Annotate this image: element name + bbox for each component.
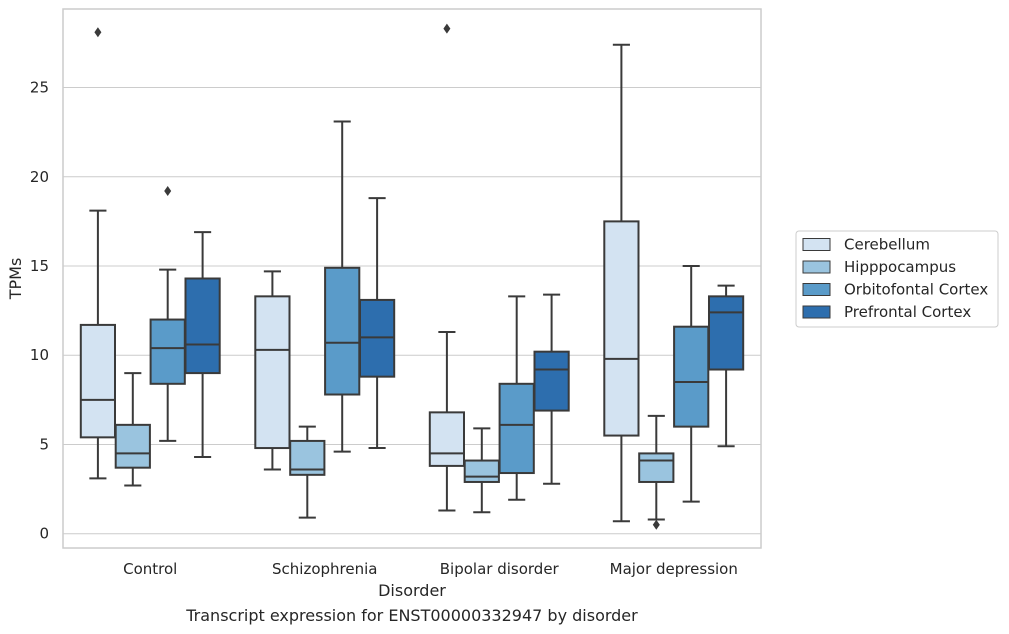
box: [428, 411, 466, 467]
box: [638, 452, 675, 483]
box: [463, 459, 500, 483]
box: [149, 318, 186, 385]
box: [533, 350, 570, 412]
box: [707, 295, 745, 371]
y-tick-label: 20: [30, 168, 49, 186]
box: [324, 266, 361, 396]
outlier-point: [443, 23, 451, 34]
y-tick-label: 0: [39, 525, 49, 543]
y-tick-label: 15: [30, 257, 49, 275]
y-tick-label: 25: [30, 79, 49, 97]
box: [79, 323, 117, 439]
legend-label: Hipppocampus: [844, 258, 956, 276]
x-tick-label: Bipolar disorder: [440, 560, 560, 578]
box: [603, 220, 640, 437]
x-tick-label: Control: [123, 560, 177, 578]
legend-label: Orbitofontal Cortex: [844, 281, 988, 299]
box: [498, 382, 535, 475]
legend-swatch: [802, 260, 831, 274]
figure-caption: Transcript expression for ENST0000033294…: [186, 606, 638, 625]
outlier-point: [652, 519, 660, 530]
box: [184, 277, 221, 375]
outlier-point: [94, 27, 102, 38]
box: [114, 423, 151, 469]
legend-box: [795, 230, 999, 328]
x-axis-label: Disorder: [378, 581, 446, 600]
y-tick-label: 5: [39, 435, 49, 453]
box-plot-chart: 0 5 10 15 20 25 TPMs Disorder Control Schizophren…: [6, 8, 999, 600]
outlier-point: [164, 186, 172, 197]
legend-swatch: [802, 283, 831, 296]
box: [673, 325, 710, 428]
x-tick-label: Schizophrenia: [272, 560, 377, 578]
legend-swatch: [802, 305, 831, 319]
legend-swatch: [802, 238, 831, 251]
legend-label: Cerebellum: [844, 236, 930, 254]
y-axis-label: TPMs: [6, 258, 25, 301]
legend-label: Prefrontal Cortex: [844, 303, 971, 321]
y-tick-label: 10: [30, 346, 49, 364]
x-tick-label: Major depression: [610, 560, 738, 578]
box: [254, 295, 291, 450]
